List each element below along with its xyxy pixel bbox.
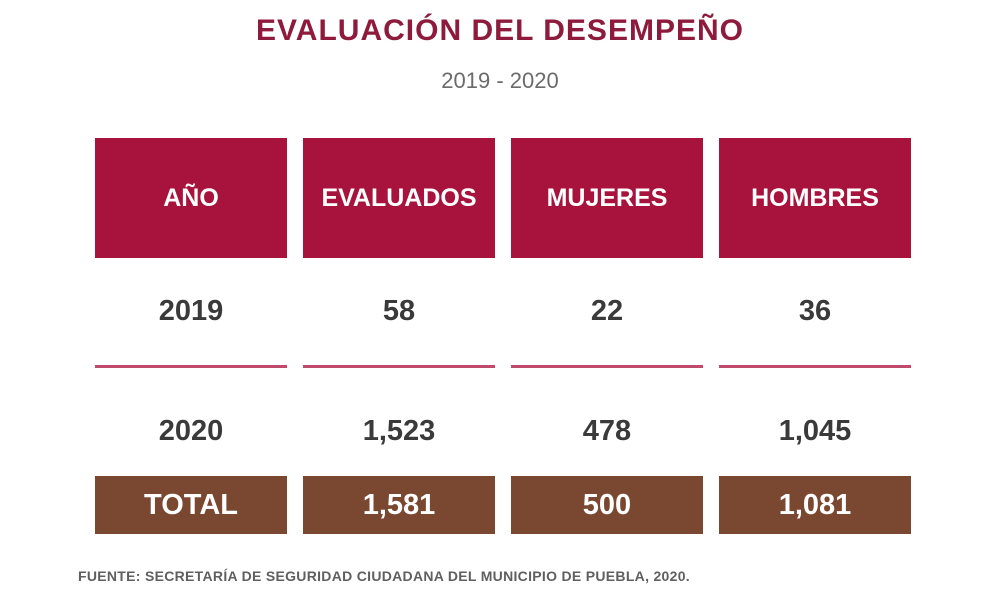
spacer [95,462,911,476]
cell-women: 22 [590,294,624,327]
table-row-2019: 2019 58 22 36 [95,280,911,342]
cell-women: 478 [582,414,632,447]
chart-title: EVALUACIÓN DEL DESEMPEÑO [256,14,744,47]
total-men: 1,081 [719,476,911,534]
chart-subtitle: 2019 - 2020 [441,68,559,93]
header-row: AÑO EVALUADOS MUJERES HOMBRES [95,138,911,258]
cell-evaluated: 1,523 [362,414,436,447]
header-year: AÑO [95,138,287,258]
evaluation-table: AÑO EVALUADOS MUJERES HOMBRES 2019 58 22… [95,138,911,534]
cell-men: 36 [798,294,832,327]
spacer [95,342,911,360]
total-evaluated: 1,581 [303,476,495,534]
total-label: TOTAL [95,476,287,534]
divider-line [303,364,495,368]
header-women: MUJERES [511,138,703,258]
table-row-2020: 2020 1,523 478 1,045 [95,400,911,462]
divider-line [95,364,287,368]
total-row: TOTAL 1,581 500 1,081 [95,476,911,534]
spacer [95,258,911,280]
source-note: FUENTE: SECRETARÍA DE SEGURIDAD CIUDADAN… [78,568,690,584]
header-men: HOMBRES [719,138,911,258]
cell-evaluated: 58 [382,294,416,327]
cell-year: 2019 [158,294,224,327]
row-divider [95,360,911,372]
divider-line [719,364,911,368]
cell-men: 1,045 [778,414,852,447]
header-evaluated: EVALUADOS [303,138,495,258]
total-women: 500 [511,476,703,534]
divider-line [511,364,703,368]
spacer [95,372,911,400]
cell-year: 2020 [158,414,224,447]
